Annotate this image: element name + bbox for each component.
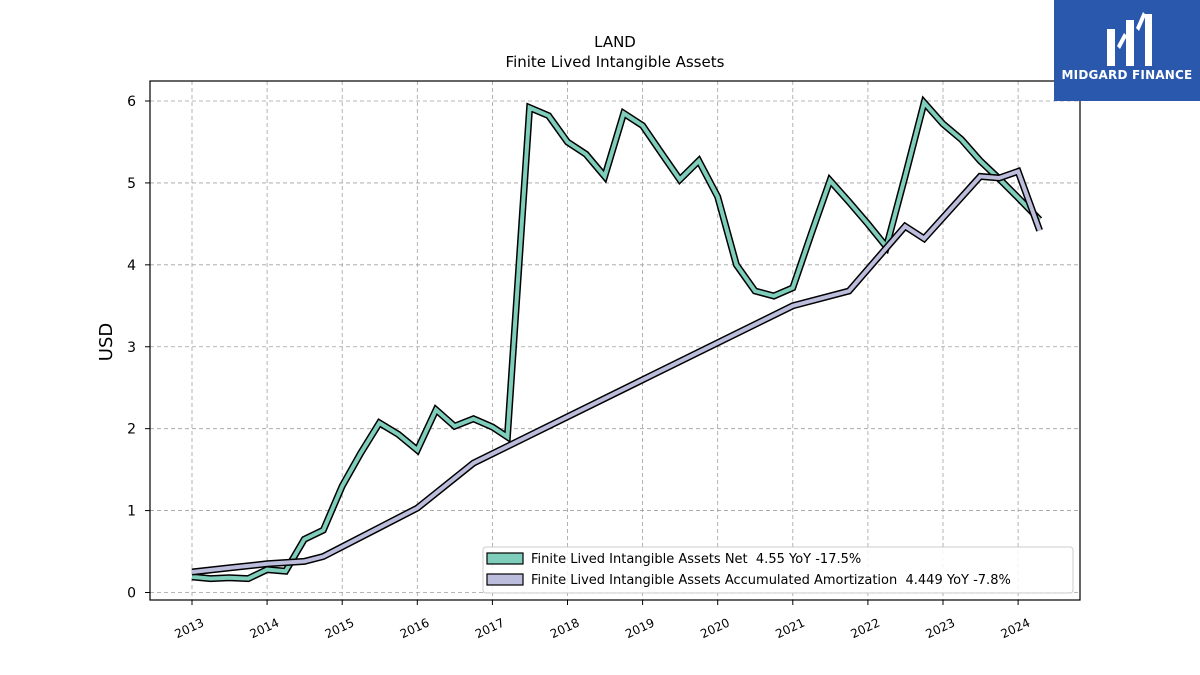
series-line [191,168,1042,574]
chart-title: LAND [594,33,636,51]
logo: MIDGARD FINANCE [1054,0,1200,101]
series-line-outline [191,95,1043,583]
series-0 [191,95,1043,583]
legend-swatch-amortization [486,573,524,586]
y-tick-label: 4 [127,258,136,274]
grid [150,81,1080,600]
y-tick-label: 6 [127,94,136,110]
logo-mark-icon [1107,12,1152,66]
x-tick-label: 2019 [623,616,657,642]
x-tick-label: 2017 [473,616,507,642]
x-tick-label: 2016 [398,616,432,642]
y-tick-label: 3 [127,340,136,356]
legend-label-net: Finite Lived Intangible Assets Net 4.55 … [531,552,861,567]
y-tick-label: 5 [127,176,136,192]
x-tick-label: 2015 [323,616,357,642]
legend: Finite Lived Intangible Assets Net 4.55 … [482,546,1074,594]
x-tick-label: 2013 [173,616,207,642]
x-tick-label: 2018 [548,616,582,642]
y-tick-label: 0 [127,586,136,602]
y-tick-label: 2 [127,422,136,438]
logo-text: MIDGARD FINANCE [1061,68,1193,82]
series-line [191,98,1042,581]
x-tick-label: 2020 [698,616,732,642]
y-axis-label: USD [96,323,117,361]
x-axis: 2013 2014 2015 2016 2017 2018 2019 2020 2021 2022… [173,600,1033,642]
series-1 [191,166,1043,576]
legend-box [482,546,1074,594]
series-layer [191,95,1043,583]
x-tick-label: 2022 [848,616,882,642]
plot-frame [149,80,1081,601]
legend-swatch-net [486,552,524,565]
y-tick-label: 1 [127,504,136,520]
legend-label-amortization: Finite Lived Intangible Assets Accumulat… [531,573,1011,588]
chart-subtitle: Finite Lived Intangible Assets [506,53,725,71]
x-tick-label: 2021 [773,616,807,642]
x-tick-label: 2014 [248,616,282,642]
x-tick-label: 2023 [924,616,958,642]
y-axis: 0 1 2 3 4 5 6 [127,94,150,602]
x-tick-label: 2024 [999,616,1033,642]
